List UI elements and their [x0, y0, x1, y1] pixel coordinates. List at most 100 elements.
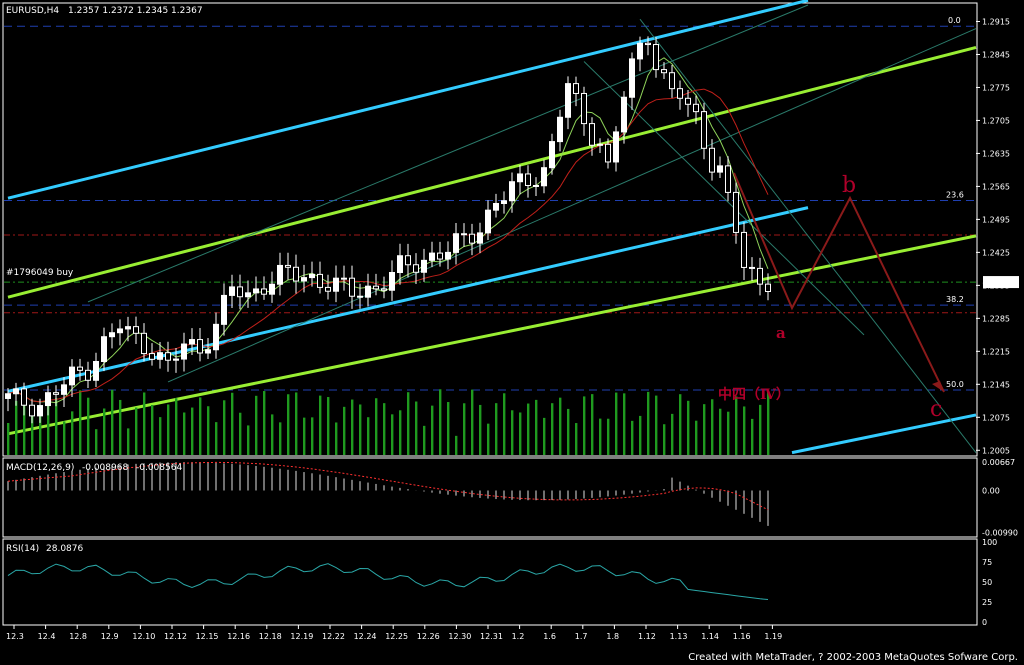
x-tick-label: 12.10: [132, 632, 155, 641]
x-tick-label: 12.12: [164, 632, 187, 641]
candle-body: [357, 295, 363, 298]
x-tick-label: 12.9: [101, 632, 119, 641]
candle-body: [293, 266, 299, 282]
volume-bar: [599, 418, 602, 455]
volume-bar: [127, 428, 130, 455]
macd-main-value: -0.008968: [82, 463, 128, 473]
moving-averages-layer: [7, 57, 769, 404]
candle-body: [717, 165, 723, 173]
macd-panel-frame: [2, 457, 978, 538]
volume-bar: [615, 392, 618, 455]
cyan-channel-mid: [7, 206, 809, 393]
volume-bar: [767, 391, 770, 455]
candle-body: [477, 232, 483, 244]
volume-bar: [183, 412, 186, 455]
green-channel-upper: [7, 45, 977, 299]
candle-body: [237, 286, 243, 298]
x-tick-label: 12.18: [259, 632, 282, 641]
volume-bar: [15, 400, 18, 455]
ohlc-readout: 1.2357 1.2372 1.2345 1.2367: [68, 6, 203, 16]
candle-body: [61, 384, 67, 395]
candle-body: [277, 264, 283, 285]
candle-body: [621, 96, 627, 133]
x-tick-label: 1.2: [512, 632, 525, 641]
volume-bar: [7, 423, 10, 455]
wave-label-b: b: [842, 173, 856, 198]
rsi-layer: [7, 563, 769, 600]
x-tick-label: 12.15: [196, 632, 219, 641]
x-tick-label: 1.7: [575, 632, 588, 641]
candle-body: [13, 388, 19, 395]
x-tick-label: 1.12: [638, 632, 656, 641]
macd-tick-label: 0.00: [982, 487, 1000, 496]
volume-bar: [359, 404, 362, 455]
chart-title: EURUSD,H4: [6, 6, 59, 16]
candle-body: [261, 288, 267, 295]
volume-bar: [343, 406, 346, 455]
volume-bar: [335, 422, 338, 455]
thin-down-line-1: [639, 18, 977, 453]
candles-layer: [5, 36, 771, 424]
volume-bar: [407, 392, 410, 455]
volume-bar: [223, 400, 226, 455]
volume-bar: [567, 408, 570, 455]
volume-bar: [487, 423, 490, 455]
volume-bar: [399, 410, 402, 455]
candle-body: [541, 167, 547, 187]
volume-bars-layer: [7, 389, 770, 455]
candle-body: [221, 294, 227, 325]
volume-bar: [695, 420, 698, 455]
volume-bar: [639, 415, 642, 455]
volume-bar: [119, 399, 122, 455]
candle-body: [733, 191, 739, 233]
x-tick-label: 12.30: [448, 632, 471, 641]
volume-bar: [247, 425, 250, 455]
candle-body: [405, 255, 411, 266]
thin-channel-lower: [167, 28, 977, 383]
candle-body: [373, 285, 379, 290]
macd-tick-label: 0.00667: [982, 458, 1015, 467]
volume-bar: [287, 394, 290, 455]
elliott-wave-layer: a b c 中四（Ⅳ）: [718, 172, 945, 422]
candle-body: [173, 358, 179, 361]
volume-bar: [423, 425, 426, 455]
volume-bar: [439, 389, 442, 455]
x-tick-label: 1.19: [764, 632, 782, 641]
volume-bar: [583, 396, 586, 455]
axis-layer: 1.2915 1.2845 1.2775 1.2705 1.2635 1.2565 1.24…: [6, 17, 1019, 641]
price-tick-label: 1.2005: [982, 446, 1010, 455]
thin-channel-upper: [87, 4, 809, 303]
volume-bar: [575, 423, 578, 455]
volume-bar: [751, 418, 754, 455]
volume-bar: [743, 406, 746, 455]
candle-body: [573, 83, 579, 94]
volume-bar: [623, 393, 626, 455]
candle-body: [333, 277, 339, 292]
volume-bar: [535, 399, 538, 455]
x-tick-label: 1.14: [701, 632, 719, 641]
candle-body: [85, 369, 91, 381]
candle-body: [397, 255, 403, 274]
volume-bar: [167, 404, 170, 455]
volume-bar: [503, 393, 506, 455]
fib-level-label: 38.2: [946, 295, 964, 304]
price-tick-label: 1.2215: [982, 347, 1010, 356]
volume-bar: [463, 403, 466, 455]
candle-body: [469, 233, 475, 244]
candle-body: [253, 288, 259, 294]
thin-down-line-2: [583, 61, 865, 336]
candle-body: [309, 273, 315, 279]
volume-bar: [631, 420, 634, 455]
candle-body: [525, 173, 531, 186]
price-panel-frame: [2, 2, 978, 457]
candle-body: [669, 72, 675, 90]
volume-bar: [231, 392, 234, 455]
order-label: #1796049 buy: [6, 268, 74, 278]
cyan-channel-upper: [7, 0, 809, 200]
volume-bar: [191, 407, 194, 455]
price-tick-label: 1.2425: [982, 248, 1010, 257]
price-tick-label: 1.2635: [982, 149, 1010, 158]
volume-bar: [215, 422, 218, 455]
candle-body: [677, 88, 683, 99]
rsi-tick-label: 25: [982, 598, 992, 607]
